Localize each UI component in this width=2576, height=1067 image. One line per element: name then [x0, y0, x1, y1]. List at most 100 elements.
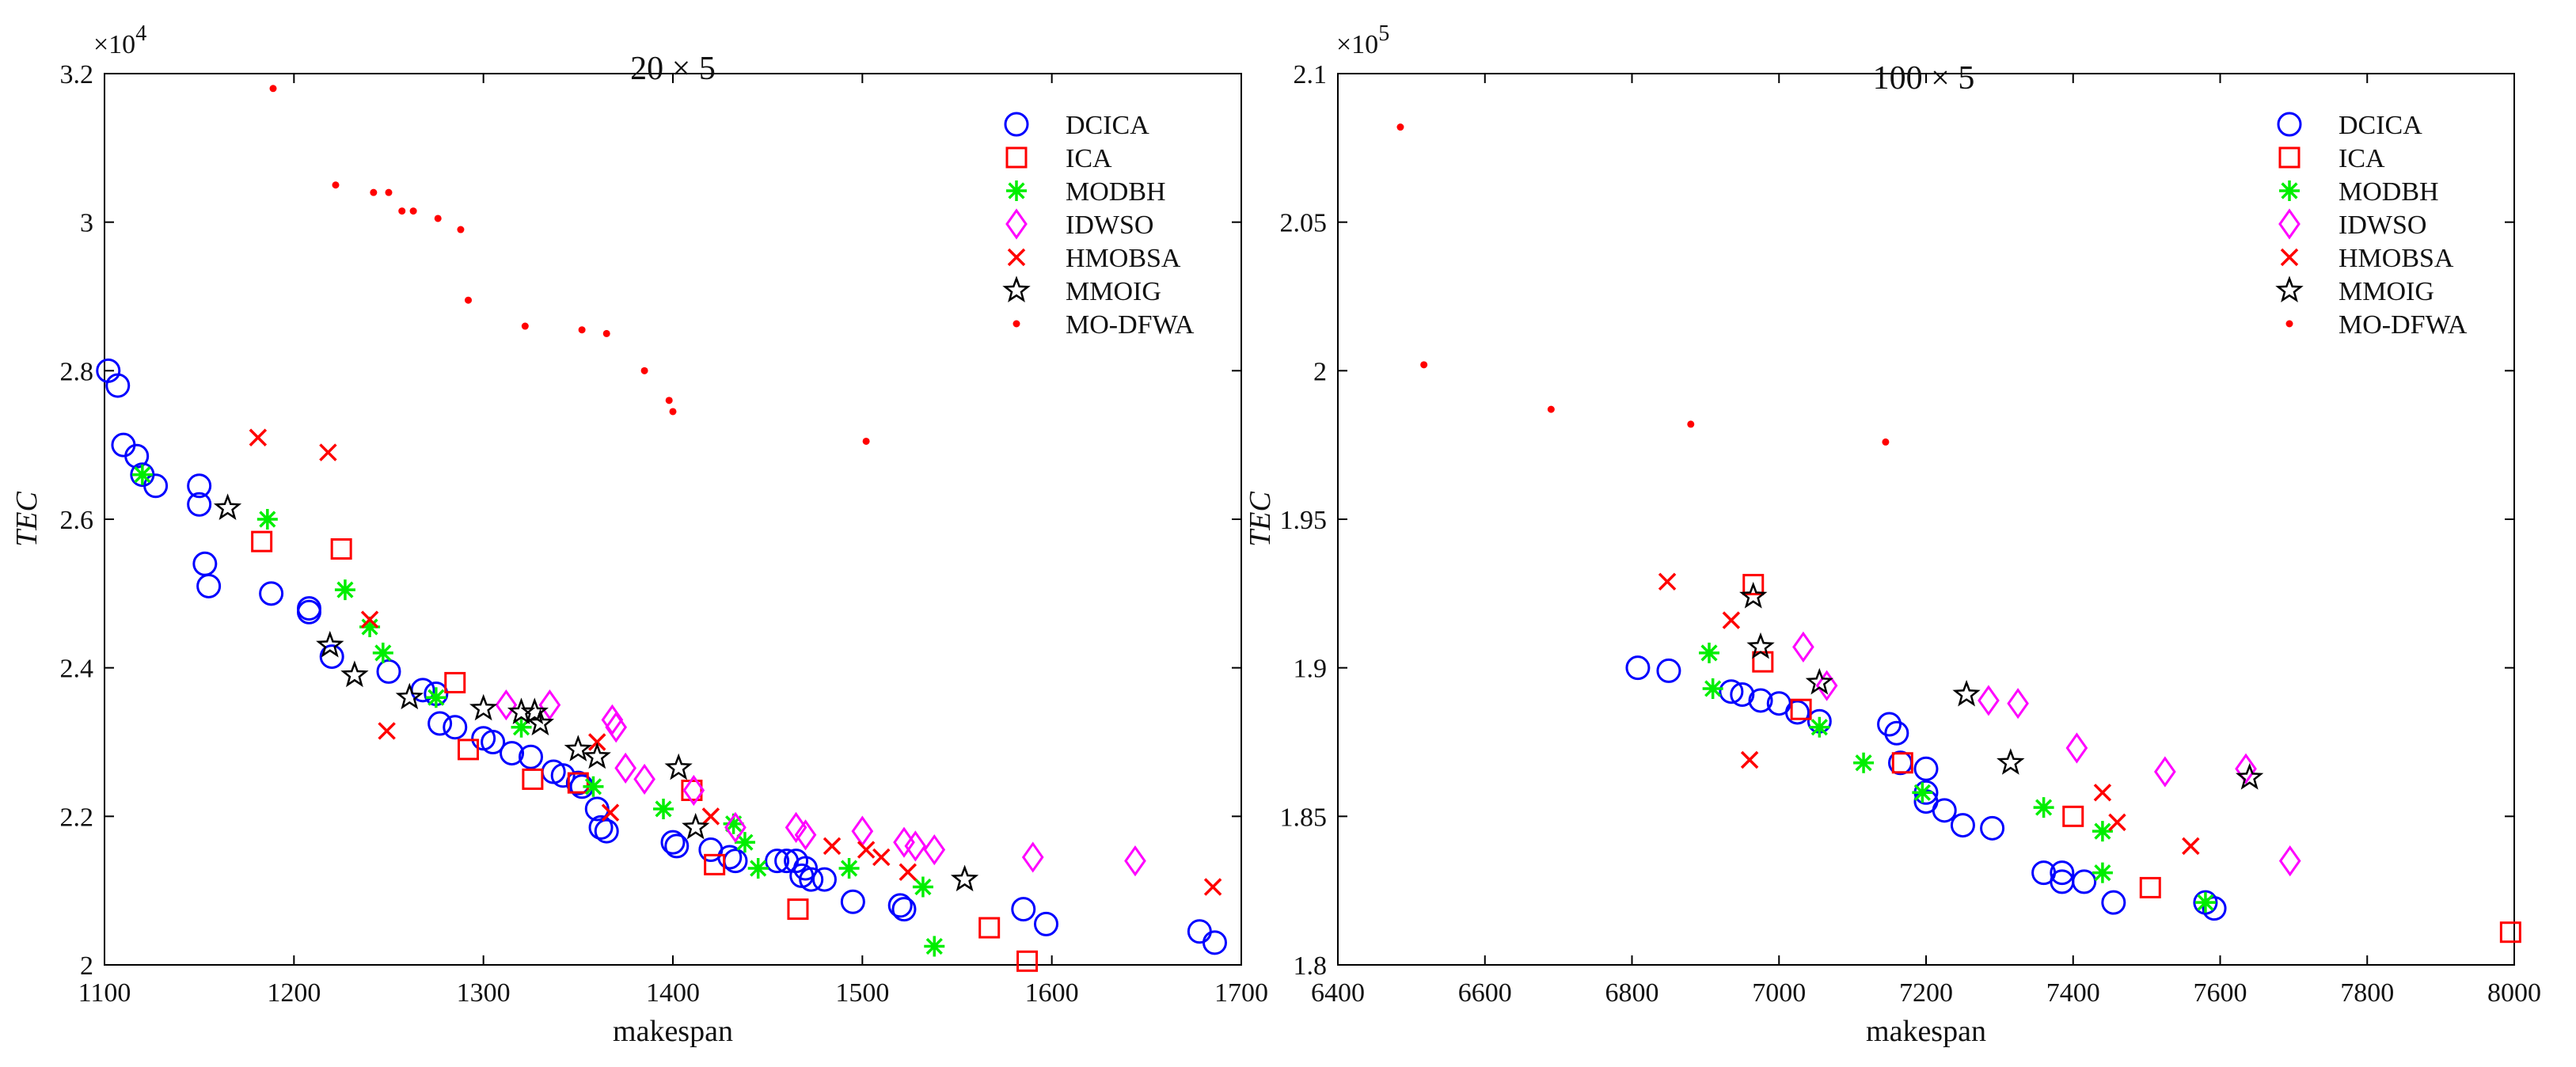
- data-point: [1124, 845, 1146, 877]
- data-point: [111, 432, 136, 458]
- data-point: [1884, 720, 1909, 746]
- data-point: [1805, 667, 1833, 695]
- left-chart: 1100 1200 1300 1400 1500 1600 1700 2 2.2 2.4 2.6 2.…: [10, 21, 1268, 1048]
- legend-label: HMOBSA: [2339, 244, 2454, 273]
- x-tick-label: 7400: [2046, 978, 2100, 1008]
- data-point: [840, 889, 865, 914]
- data-point: [334, 579, 355, 601]
- data-point: [481, 730, 506, 754]
- data-point: [701, 807, 720, 826]
- data-point: [213, 493, 242, 521]
- legend-label: DCICA: [1066, 111, 1149, 140]
- series-dcica: [96, 358, 1227, 955]
- data-point: [2499, 921, 2521, 944]
- x-tick-label: 1300: [457, 978, 511, 1008]
- data-point: [1742, 574, 1765, 596]
- legend-label: IDWSO: [1066, 211, 1153, 240]
- data-point: [2236, 762, 2264, 790]
- data-point: [2108, 813, 2126, 832]
- x-tick-label: 7200: [1899, 978, 1953, 1008]
- data-point: [717, 845, 743, 870]
- legend-marker: [1004, 112, 1029, 137]
- data-point: [330, 538, 352, 560]
- legend-label: MODBH: [1066, 177, 1166, 207]
- data-point: [2154, 756, 2176, 788]
- data-point: [2065, 732, 2088, 764]
- data-point: [640, 366, 648, 374]
- data-point: [923, 833, 946, 866]
- data-point: [1730, 682, 1755, 707]
- data-point: [251, 530, 273, 552]
- x-tick-label: 1600: [1025, 978, 1079, 1008]
- series-modbh: [131, 464, 945, 957]
- data-point: [526, 708, 555, 736]
- data-point: [2093, 784, 2112, 802]
- data-point: [785, 811, 807, 844]
- data-point: [1809, 716, 1830, 738]
- data-point: [823, 837, 842, 856]
- data-point: [1913, 756, 1939, 781]
- data-point: [1952, 679, 1981, 707]
- data-point: [385, 188, 393, 196]
- data-point: [664, 753, 693, 780]
- data-point: [1699, 642, 1720, 663]
- data-point: [521, 322, 529, 330]
- data-point: [601, 704, 624, 735]
- data-point: [1702, 678, 1723, 699]
- data-point: [425, 687, 446, 708]
- data-point: [682, 812, 710, 840]
- data-point: [605, 712, 628, 743]
- data-point: [578, 326, 586, 334]
- legend-marker: [1006, 180, 1027, 201]
- series-ica: [251, 530, 1039, 972]
- data-point: [550, 763, 576, 788]
- data-point: [2072, 869, 2097, 894]
- x-tick-label: 1400: [646, 978, 700, 1008]
- x-tick-label: 6600: [1458, 978, 1512, 1008]
- series-hmobsa: [249, 428, 1222, 896]
- data-point: [187, 492, 212, 517]
- x-tick-label: 6400: [1311, 978, 1365, 1008]
- legend-marker: [2278, 146, 2301, 169]
- data-point: [444, 671, 466, 693]
- legend-label: ICA: [1066, 144, 1112, 173]
- data-point: [1740, 750, 1759, 769]
- data-point: [2092, 821, 2113, 842]
- data-point: [360, 610, 379, 628]
- data-point: [1815, 670, 1838, 701]
- legend-label: MODBH: [2339, 177, 2439, 207]
- data-point: [950, 864, 979, 892]
- data-point: [1016, 950, 1039, 972]
- data-point: [1980, 815, 2005, 841]
- data-point: [319, 443, 337, 461]
- data-point: [723, 849, 748, 874]
- data-point: [583, 776, 604, 797]
- data-point: [469, 693, 498, 721]
- y-exponent-label: ×105: [1336, 21, 1389, 59]
- y-tick-label: 2.05: [1280, 209, 1328, 238]
- data-point: [2139, 876, 2161, 898]
- data-point: [924, 936, 945, 957]
- data-point: [2194, 892, 2216, 913]
- data-point: [704, 853, 726, 875]
- data-point: [887, 893, 913, 918]
- data-point: [409, 207, 417, 215]
- x-axis-label: makespan: [613, 1015, 733, 1048]
- series-hmobsa: [1658, 572, 2200, 856]
- data-point: [1687, 420, 1695, 428]
- data-point: [1547, 405, 1555, 413]
- data-point: [370, 188, 378, 196]
- data-point: [978, 917, 1001, 939]
- data-point: [1396, 123, 1404, 131]
- data-point: [1950, 813, 1975, 838]
- data-point: [1748, 688, 1773, 713]
- y-tick-label: 2.6: [60, 506, 94, 535]
- x-axis-label: makespan: [1866, 1015, 1986, 1048]
- legend-marker: [1005, 146, 1028, 169]
- data-point: [398, 207, 406, 215]
- y-tick-label: 1.85: [1280, 803, 1328, 832]
- data-point: [1790, 698, 1812, 720]
- data-point: [372, 642, 393, 663]
- data-point: [614, 752, 637, 784]
